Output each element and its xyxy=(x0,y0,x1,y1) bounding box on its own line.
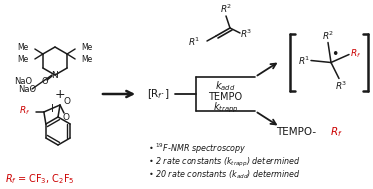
Text: • 20 rate constants ($k_{add}$) determined: • 20 rate constants ($k_{add}$) determin… xyxy=(148,169,301,181)
Text: O: O xyxy=(63,98,70,106)
Text: $R_f$: $R_f$ xyxy=(5,172,17,186)
Text: Me: Me xyxy=(18,43,29,53)
Text: Me: Me xyxy=(81,43,93,53)
Text: $k_{trapp}$: $k_{trapp}$ xyxy=(213,101,238,115)
Text: [R$_f$·]: [R$_f$·] xyxy=(147,87,169,101)
Text: $R_f$: $R_f$ xyxy=(330,125,343,139)
Text: = CF$_3$, C$_2$F$_5$: = CF$_3$, C$_2$F$_5$ xyxy=(14,172,75,186)
Text: •: • xyxy=(331,48,339,61)
Text: $R^3$: $R^3$ xyxy=(240,28,252,40)
Text: TEMPO-: TEMPO- xyxy=(276,127,316,137)
Text: NaO: NaO xyxy=(14,77,32,85)
Text: • 2 rate constants ($k_{trapp}$) determined: • 2 rate constants ($k_{trapp}$) determi… xyxy=(148,155,300,169)
Text: N: N xyxy=(51,71,59,81)
Text: Me: Me xyxy=(18,56,29,64)
Text: O: O xyxy=(42,77,48,85)
Text: $R^1$: $R^1$ xyxy=(188,36,200,48)
Text: • $^{19}F$-NMR spectroscopy: • $^{19}F$-NMR spectroscopy xyxy=(148,142,247,156)
Text: Me: Me xyxy=(81,56,93,64)
Text: $R^2$: $R^2$ xyxy=(220,3,232,15)
Text: +: + xyxy=(55,88,65,101)
Text: $R^1$: $R^1$ xyxy=(298,54,310,67)
Text: NaO: NaO xyxy=(18,84,36,94)
Text: $k_{add}$: $k_{add}$ xyxy=(215,79,236,93)
Text: $R^3$: $R^3$ xyxy=(335,79,347,92)
Text: $R^2$: $R^2$ xyxy=(322,29,334,42)
Text: O: O xyxy=(63,112,69,122)
Text: $R_f$: $R_f$ xyxy=(19,105,30,117)
Text: $R_f$: $R_f$ xyxy=(350,47,362,60)
Text: I: I xyxy=(50,104,53,114)
Text: TEMPO: TEMPO xyxy=(209,92,242,102)
